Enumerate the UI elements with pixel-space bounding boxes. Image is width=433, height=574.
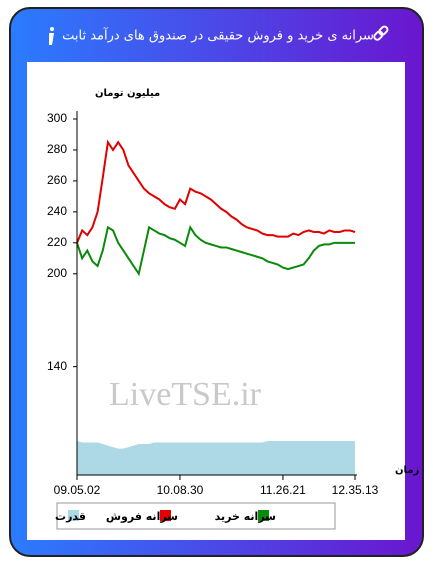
y-tick-label: 200 [47, 266, 67, 280]
line [76, 139, 356, 244]
x-tick-label: 09.05.02 [54, 483, 101, 497]
legend-label: سرانه فروش [106, 510, 178, 523]
x-axis-label: زمان [395, 465, 419, 476]
y-tick-label: 140 [47, 359, 67, 373]
legend-box [56, 502, 336, 530]
x-tick-label: 10.08.30 [157, 483, 204, 497]
y-tick-label: 280 [47, 142, 67, 156]
line [76, 224, 355, 277]
link-icon [373, 25, 389, 41]
watermark: LiveTSE.ir [109, 376, 262, 413]
y-tick-label: 240 [47, 204, 67, 218]
info-icon [49, 27, 54, 45]
legend-label: سرانه خرید [215, 510, 276, 523]
y-tick-label: 300 [47, 111, 67, 125]
y-tick-label: 260 [47, 173, 67, 187]
area [77, 440, 355, 475]
legend-swatch [160, 510, 171, 521]
x-tick-label: 12.35.13 [332, 483, 379, 497]
y-tick-label: 220 [47, 235, 67, 249]
chart-title: سرانه ی خرید و فروش حقیقی در صندوق های د… [62, 27, 374, 44]
legend-swatch [258, 510, 269, 521]
legend-label: قدرت [55, 510, 86, 523]
x-tick-label: 11.26.21 [260, 483, 306, 497]
y-axis-label: میلیون تومان [95, 88, 160, 99]
legend-swatch [68, 510, 79, 521]
